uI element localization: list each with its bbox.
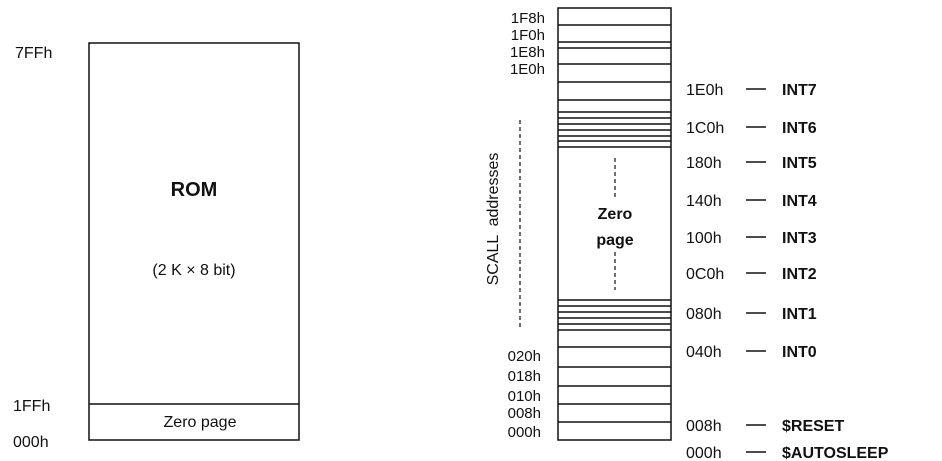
vector-address: 1C0h: [686, 120, 724, 137]
division-lines: [558, 24, 671, 423]
vector-address: 008h: [686, 418, 722, 435]
scall-addresses-label: SCALL addresses: [485, 153, 502, 286]
vector-name: INT5: [782, 155, 817, 172]
vector-name: INT2: [782, 266, 817, 283]
vector-name: INT4: [782, 193, 817, 210]
rom-size: (2 K × 8 bit): [152, 262, 235, 279]
vector-name: INT0: [782, 344, 817, 361]
vector-entry: 100h INT3: [686, 230, 817, 247]
rom-block: [88, 42, 300, 441]
top-address-1E8h: 1E8h: [510, 44, 545, 61]
vector-address: 100h: [686, 230, 722, 247]
vector-name: $RESET: [782, 418, 844, 435]
vector-entry: 1E0h INT7: [686, 82, 817, 99]
rom-zero-page-label: Zero page: [164, 414, 237, 431]
vector-name: INT1: [782, 306, 817, 323]
vector-address: 040h: [686, 344, 722, 361]
vector-entry: 1C0h INT6: [686, 120, 817, 137]
vector-entry: 140h INT4: [686, 193, 817, 210]
vector-entry: 000h $AUTOSLEEP: [686, 445, 889, 461]
vector-address: 140h: [686, 193, 722, 210]
bottom-address-018h: 018h: [508, 368, 541, 385]
vector-name: INT7: [782, 82, 817, 99]
rom-zero-page-top-address: 1FFh: [13, 398, 50, 415]
vector-list: 1E0h INT7 1C0h INT6 180h INT5 140h INT4 100h INT3…: [686, 82, 889, 461]
vector-address: 000h: [686, 445, 722, 461]
vector-name: $AUTOSLEEP: [782, 445, 889, 461]
zero-page-center-line2: page: [596, 232, 633, 249]
top-address-1F0h: 1F0h: [511, 27, 545, 44]
zero-page-center-line1: Zero: [598, 206, 633, 223]
bottom-address-008h: 008h: [508, 405, 541, 422]
bottom-address-000h: 000h: [508, 424, 541, 441]
zero-page-column: [557, 7, 672, 441]
rom-top-address: 7FFh: [15, 45, 52, 62]
vector-address: 1E0h: [686, 82, 723, 99]
bottom-address-020h: 020h: [508, 348, 541, 365]
rom-map: 7FFh 1FFh 000h ROM (2 K × 8 bit) Zero pa…: [13, 42, 300, 451]
rom-bottom-address: 000h: [13, 434, 49, 451]
vector-entry: 180h INT5: [686, 155, 817, 172]
vector-address: 0C0h: [686, 266, 724, 283]
vector-entry: 008h $RESET: [686, 418, 844, 435]
vector-entry: 080h INT1: [686, 306, 817, 323]
rom-title: ROM: [171, 179, 218, 201]
vector-address: 080h: [686, 306, 722, 323]
zero-page-map: 1F8h 1F0h 1E8h 1E0h 020h 018h 010h 008h …: [485, 7, 889, 461]
vector-address: 180h: [686, 155, 722, 172]
top-address-1F8h: 1F8h: [511, 10, 545, 27]
top-address-1E0h: 1E0h: [510, 61, 545, 78]
vector-name: INT6: [782, 120, 817, 137]
vector-name: INT3: [782, 230, 817, 247]
vector-entry: 0C0h INT2: [686, 266, 817, 283]
vector-entry: 040h INT0: [686, 344, 817, 361]
bottom-address-010h: 010h: [508, 388, 541, 405]
